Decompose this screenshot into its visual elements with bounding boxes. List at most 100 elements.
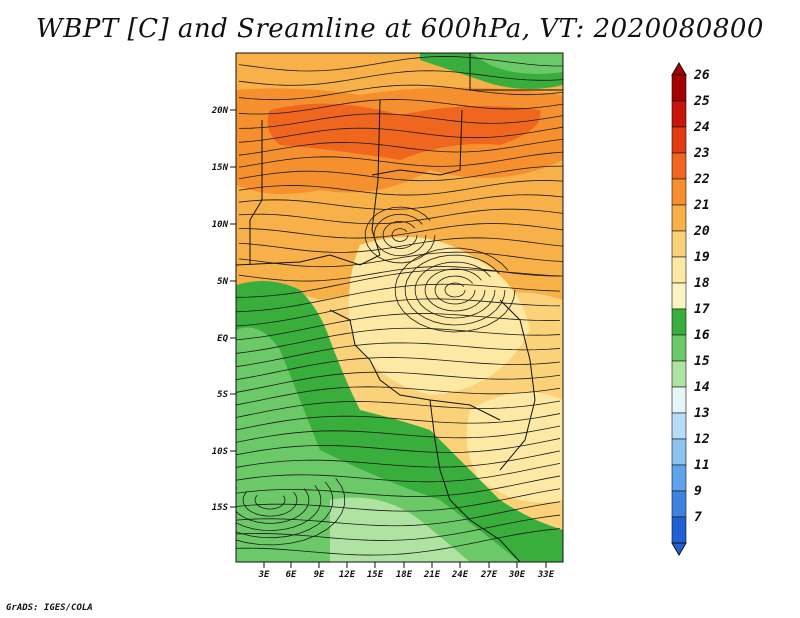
colorbar-swatch bbox=[671, 490, 687, 518]
lon-label: 33E bbox=[537, 570, 555, 580]
colorbar-bottom-arrow bbox=[671, 542, 687, 556]
colorbar-swatch bbox=[671, 516, 687, 544]
lat-label: 20N bbox=[211, 106, 229, 116]
lon-label: 15E bbox=[367, 570, 384, 580]
streamline-west bbox=[236, 425, 561, 443]
streamline-west bbox=[236, 357, 561, 381]
lat-label: 5S bbox=[217, 390, 228, 400]
colorbar-label: 13 bbox=[694, 406, 710, 421]
streamline-west bbox=[236, 528, 561, 556]
streamline-south bbox=[236, 481, 334, 539]
field-orange-dark bbox=[267, 103, 541, 160]
streamline-west bbox=[236, 269, 561, 298]
streamline-east bbox=[238, 99, 563, 115]
lon-label: 3E bbox=[258, 570, 270, 580]
lon-label: 12E bbox=[339, 570, 356, 580]
lon-label: 27E bbox=[480, 570, 498, 580]
field-green-light bbox=[236, 327, 520, 562]
streamline-east bbox=[238, 56, 563, 72]
streamline-south bbox=[236, 487, 310, 524]
lat-label: 10S bbox=[212, 447, 229, 457]
lon-label: 18E bbox=[396, 570, 413, 580]
wbpt-field bbox=[236, 53, 563, 562]
lat-label: EQ bbox=[217, 334, 228, 344]
colorbar-swatch bbox=[671, 438, 687, 466]
colorbar-swatch bbox=[671, 386, 687, 414]
lat-label: 15N bbox=[212, 163, 229, 173]
streamline-south bbox=[242, 491, 298, 517]
colorbar-swatch bbox=[671, 282, 687, 310]
lon-label: 6E bbox=[286, 570, 297, 580]
colorbar-label: 12 bbox=[694, 432, 710, 447]
colorbar-swatch bbox=[671, 152, 687, 180]
streamline-vortex bbox=[424, 268, 486, 312]
colorbar-swatch bbox=[671, 412, 687, 440]
colorbar-swatch bbox=[671, 126, 687, 154]
colorbar-swatch bbox=[671, 178, 687, 206]
colorbar-label: 15 bbox=[694, 354, 710, 369]
streamline-east bbox=[238, 84, 563, 101]
streamline-east bbox=[238, 113, 563, 129]
streamline-west bbox=[236, 298, 561, 327]
streamline-west bbox=[236, 400, 561, 418]
streamline-west bbox=[236, 342, 561, 368]
streamline-east bbox=[238, 208, 563, 225]
streamline-west bbox=[236, 313, 561, 341]
lon-label: 21E bbox=[423, 570, 441, 580]
streamline-east bbox=[238, 223, 563, 239]
lat-label: 5N bbox=[217, 277, 228, 287]
streamline-east bbox=[238, 165, 563, 182]
colorbar-label: 9 bbox=[694, 484, 702, 499]
streamline-west bbox=[236, 514, 561, 541]
streamline-south bbox=[236, 478, 346, 546]
streamline-west bbox=[236, 501, 561, 527]
colorbar-swatch bbox=[671, 100, 687, 128]
colorbar-label: 16 bbox=[694, 328, 710, 343]
country-borders bbox=[236, 53, 563, 562]
streamline-vortex bbox=[391, 228, 409, 242]
colorbar-label: 20 bbox=[693, 224, 710, 239]
lat-label: 10N bbox=[212, 220, 229, 230]
colorbar-label: 11 bbox=[694, 458, 710, 473]
streamline-west bbox=[236, 371, 561, 393]
streamline-west bbox=[236, 413, 561, 431]
streamline-west bbox=[236, 488, 561, 512]
streamline-west bbox=[236, 283, 561, 313]
colorbar-label: 26 bbox=[693, 68, 710, 83]
map-frame bbox=[235, 52, 564, 563]
streamlines bbox=[236, 56, 563, 556]
colorbar-swatch bbox=[671, 74, 687, 102]
colorbar-label: 14 bbox=[694, 380, 710, 395]
streamline-vortex bbox=[414, 261, 496, 319]
colorbar-swatch bbox=[671, 334, 687, 362]
streamline-west bbox=[236, 475, 561, 497]
lon-label: 9E bbox=[314, 570, 325, 580]
streamline-west bbox=[236, 450, 561, 468]
streamline-south bbox=[236, 485, 322, 531]
streamline-east bbox=[238, 70, 563, 86]
colorbar-label: 22 bbox=[693, 172, 710, 187]
colorbar-swatch bbox=[671, 204, 687, 232]
streamline-vortex bbox=[382, 221, 418, 249]
streamline-east bbox=[238, 151, 563, 168]
colorbar-swatch bbox=[671, 256, 687, 284]
streamline-east bbox=[238, 237, 563, 253]
colorbar: 26 25 24 23 22 21 20 19 18 17 16 15 14 13 12 11 9 7 bbox=[671, 62, 710, 556]
colorbar-label: 21 bbox=[693, 198, 710, 213]
streamline-east bbox=[238, 251, 563, 268]
streamline-west bbox=[236, 462, 561, 483]
grads-credit: GrADS: IGES/COLA bbox=[6, 603, 93, 613]
field-green-north-light bbox=[470, 53, 563, 74]
lat-label: 15S bbox=[212, 503, 229, 513]
colorbar-swatch bbox=[671, 230, 687, 258]
streamline-vortex bbox=[394, 247, 516, 333]
colorbar-label: 7 bbox=[694, 510, 702, 525]
streamline-vortex bbox=[444, 282, 466, 298]
colorbar-swatch bbox=[671, 308, 687, 336]
colorbar-label: 18 bbox=[694, 276, 710, 291]
streamline-east bbox=[238, 180, 563, 196]
streamline-vortex bbox=[404, 254, 506, 326]
streamline-vortex bbox=[364, 206, 436, 264]
colorbar-label: 17 bbox=[694, 302, 710, 317]
